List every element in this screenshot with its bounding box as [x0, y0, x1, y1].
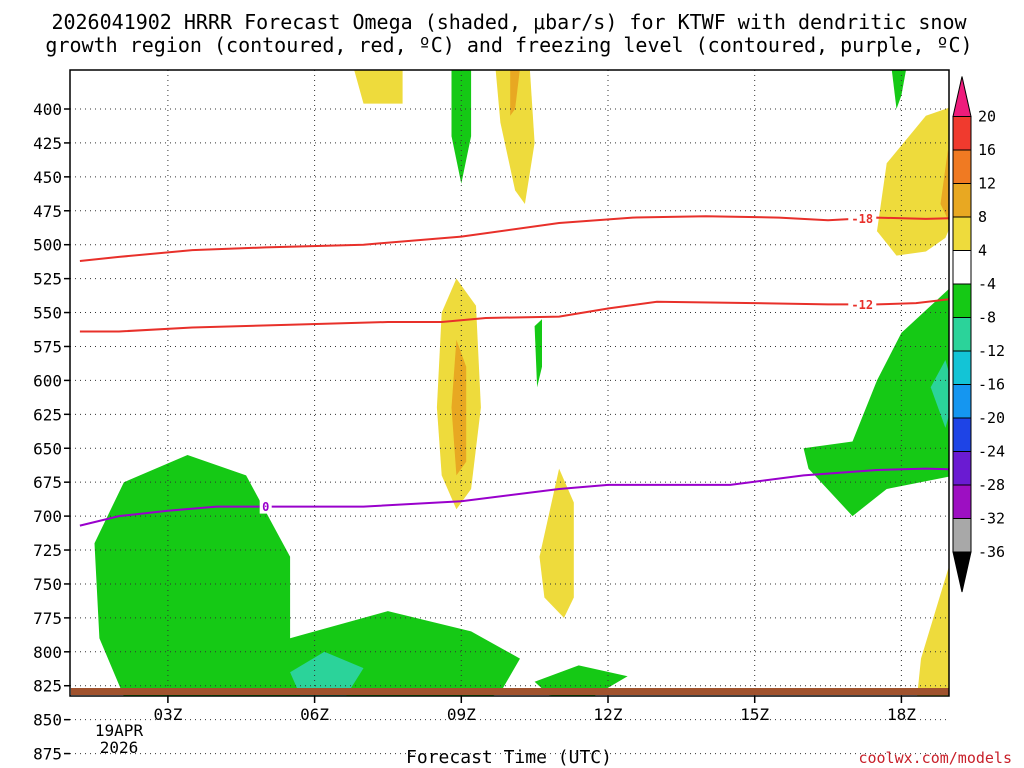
colorbar-label-9: -20 — [978, 409, 1005, 427]
terrain-ground-band — [71, 688, 949, 695]
y-tick-label-700: 700 — [33, 507, 62, 526]
colorbar-label-11: -28 — [978, 476, 1005, 494]
colorbar-label-8: -16 — [978, 376, 1005, 394]
colorbar-label-7: -12 — [978, 342, 1005, 360]
colorbar-label-10: -24 — [978, 443, 1005, 461]
x-tick-label-09Z: 09Z — [447, 705, 476, 724]
colorbar-segment-4 — [952, 250, 972, 285]
colorbar-segment-1 — [952, 149, 972, 184]
colorbar-segment-2 — [952, 183, 972, 218]
colorbar-segment-8 — [952, 384, 972, 419]
colorbar-label-13: -36 — [978, 543, 1005, 561]
omega-region-ascent-broad-04z — [94, 455, 520, 696]
contour-label-bg-dgz-top — [848, 211, 877, 226]
date-label-day: 19APR — [95, 721, 144, 740]
date-label-year: 2026 — [100, 738, 139, 757]
x-axis-time: 03Z 06Z 09Z 12Z 15Z 18Z — [153, 696, 916, 724]
contour-label-dgz-top: -18 — [851, 212, 873, 226]
y-tick-label-875: 875 — [33, 745, 62, 764]
omega-region-descent-top-inner-10z — [510, 70, 520, 116]
omega-region-descent-top-07z — [354, 70, 403, 104]
contour-label-dgz-bottom: -12 — [851, 298, 873, 312]
y-tick-label-625: 625 — [33, 405, 62, 424]
contour-label-freezing-level: 0 — [262, 500, 269, 514]
omega-region-descent-upper-inner-19z — [940, 149, 949, 222]
contour-line-dgz-top — [79, 215, 949, 262]
plot-frame — [69, 69, 950, 697]
x-tick-label-15Z: 15Z — [740, 705, 769, 724]
omega-region-descent-11z — [539, 468, 574, 618]
omega-region-descent-low-right-16 — [1014, 428, 1024, 632]
colorbar-label-12: -32 — [978, 510, 1005, 528]
y-tick-label-675: 675 — [33, 473, 62, 492]
colorbar-segment-11 — [952, 484, 972, 519]
colorbar-label-4: 4 — [978, 242, 987, 260]
omega-region-descent-mid-inner-09z — [451, 339, 467, 476]
temperature-contours: -18 -12 0 — [79, 211, 949, 527]
y-tick-label-825: 825 — [33, 677, 62, 696]
y-tick-label-725: 725 — [33, 541, 62, 560]
chart-title-line-2: growth region (contoured, red, ºC) and f… — [45, 33, 972, 57]
colorbar-segment-3 — [952, 216, 972, 251]
omega-region-ascent-top-18z — [891, 70, 906, 109]
omega-region-ascent-thin-11z — [534, 319, 542, 388]
chart-title-line-1: 2026041902 HRRR Forecast Omega (shaded, … — [51, 10, 967, 34]
colorbar-bottom-arrow — [952, 551, 972, 593]
y-tick-label-475: 475 — [33, 202, 62, 221]
colorbar-label-1: 16 — [978, 141, 996, 159]
contour-line-freezing-level — [79, 467, 949, 527]
y-axis-pressure: 400 425 450 475 500 525 550 575 600 625 650 675 700 7… — [33, 100, 70, 764]
x-tick-label-18Z: 18Z — [887, 705, 916, 724]
omega-colorbar: 20 16 12 8 4 -4 -8 -12 -16 -20 -24 -28 -32 -36 — [952, 76, 1005, 593]
omega-region-descent-top-10z — [495, 70, 535, 204]
x-tick-label-06Z: 06Z — [300, 705, 329, 724]
source-credit: coolwx.com/models — [858, 749, 1012, 767]
y-tick-label-600: 600 — [33, 371, 62, 390]
colorbar-top-arrow — [952, 76, 972, 117]
colorbar-label-2: 12 — [978, 175, 996, 193]
y-tick-label-450: 450 — [33, 168, 62, 187]
y-tick-label-525: 525 — [33, 270, 62, 289]
x-axis-title: Forecast Time (UTC) — [406, 747, 612, 768]
y-tick-label-650: 650 — [33, 439, 62, 458]
omega-region-descent-low-right-4 — [917, 566, 949, 696]
colorbar-segment-6 — [952, 317, 972, 352]
omega-region-ascent-inner-19z — [930, 360, 949, 428]
x-tick-label-12Z: 12Z — [594, 705, 623, 724]
colorbar-label-0: 20 — [978, 108, 996, 126]
x-tick-label-03Z: 03Z — [153, 705, 182, 724]
y-tick-label-400: 400 — [33, 100, 62, 119]
colorbar-label-3: 8 — [978, 208, 987, 226]
colorbar-segment-5 — [952, 283, 972, 318]
colorbar-label-6: -8 — [978, 309, 996, 327]
omega-region-ascent-top-10z — [451, 70, 472, 184]
contour-label-bg-dgz-bottom — [848, 297, 877, 312]
y-tick-label-575: 575 — [33, 337, 62, 356]
omega-region-ascent-strip-late — [803, 288, 949, 517]
colorbar-segment-7 — [952, 350, 972, 385]
y-tick-label-800: 800 — [33, 643, 62, 662]
y-tick-label-425: 425 — [33, 134, 62, 153]
y-tick-label-750: 750 — [33, 575, 62, 594]
y-tick-label-500: 500 — [33, 236, 62, 255]
colorbar-segment-9 — [952, 417, 972, 452]
omega-region-descent-pocket-04z — [211, 695, 213, 696]
y-tick-label-550: 550 — [33, 304, 62, 323]
contour-label-bg-freezing-level — [259, 499, 272, 514]
colorbar-segment-10 — [952, 451, 972, 486]
colorbar-label-5: -4 — [978, 275, 996, 293]
y-tick-label-775: 775 — [33, 609, 62, 628]
colorbar-segment-12 — [952, 518, 972, 553]
colorbar-segment-0 — [952, 116, 972, 151]
contour-line-dgz-bottom — [79, 298, 949, 333]
y-tick-label-850: 850 — [33, 711, 62, 730]
omega-region-ascent-inner-06z — [290, 651, 364, 696]
